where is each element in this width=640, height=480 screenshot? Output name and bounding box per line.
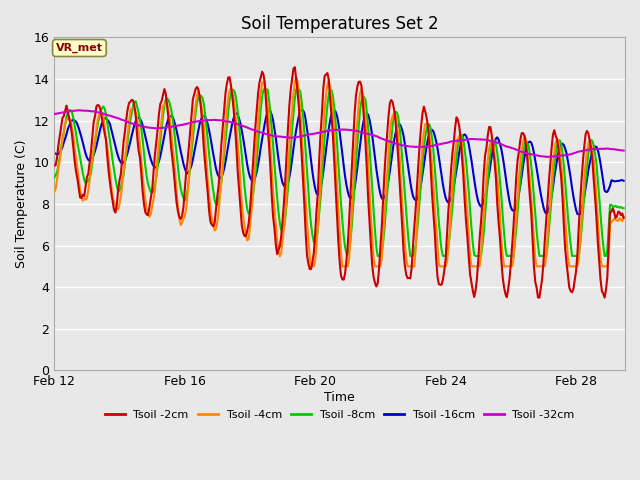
Title: Soil Temperatures Set 2: Soil Temperatures Set 2	[241, 15, 438, 33]
Legend: Tsoil -2cm, Tsoil -4cm, Tsoil -8cm, Tsoil -16cm, Tsoil -32cm: Tsoil -2cm, Tsoil -4cm, Tsoil -8cm, Tsoi…	[100, 406, 579, 425]
Y-axis label: Soil Temperature (C): Soil Temperature (C)	[15, 140, 28, 268]
Text: VR_met: VR_met	[56, 43, 103, 53]
X-axis label: Time: Time	[324, 391, 355, 404]
